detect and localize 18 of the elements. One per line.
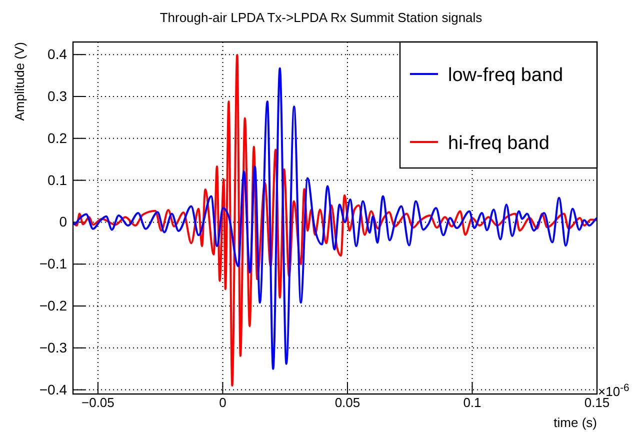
- legend-label: hi-freq band: [448, 133, 550, 154]
- x-tick-label: 0.1: [463, 395, 482, 410]
- y-tick-label: −0.3: [39, 339, 68, 356]
- y-tick-label: 0.4: [48, 46, 68, 62]
- x-tick-label: 0: [219, 395, 226, 410]
- y-tick-label: −0.2: [39, 297, 68, 314]
- x-tick-label: −0.05: [82, 395, 114, 410]
- y-tick-label: 0.2: [48, 130, 68, 146]
- legend-label: low-freq band: [448, 65, 564, 86]
- y-axis-title: Amplitude (V): [12, 42, 27, 121]
- y-tick-label: 0.1: [48, 172, 68, 188]
- y-tick-label: 0.3: [48, 88, 68, 104]
- y-tick-label: 0: [59, 214, 68, 230]
- x-axis-title: time (s): [554, 415, 597, 430]
- y-tick-label: −0.1: [39, 256, 68, 272]
- y-tick-label: −0.4: [39, 381, 68, 398]
- chart-title: Through-air LPDA Tx->LPDA Rx Summit Station signals: [160, 10, 483, 25]
- x-tick-label: 0.05: [334, 395, 360, 410]
